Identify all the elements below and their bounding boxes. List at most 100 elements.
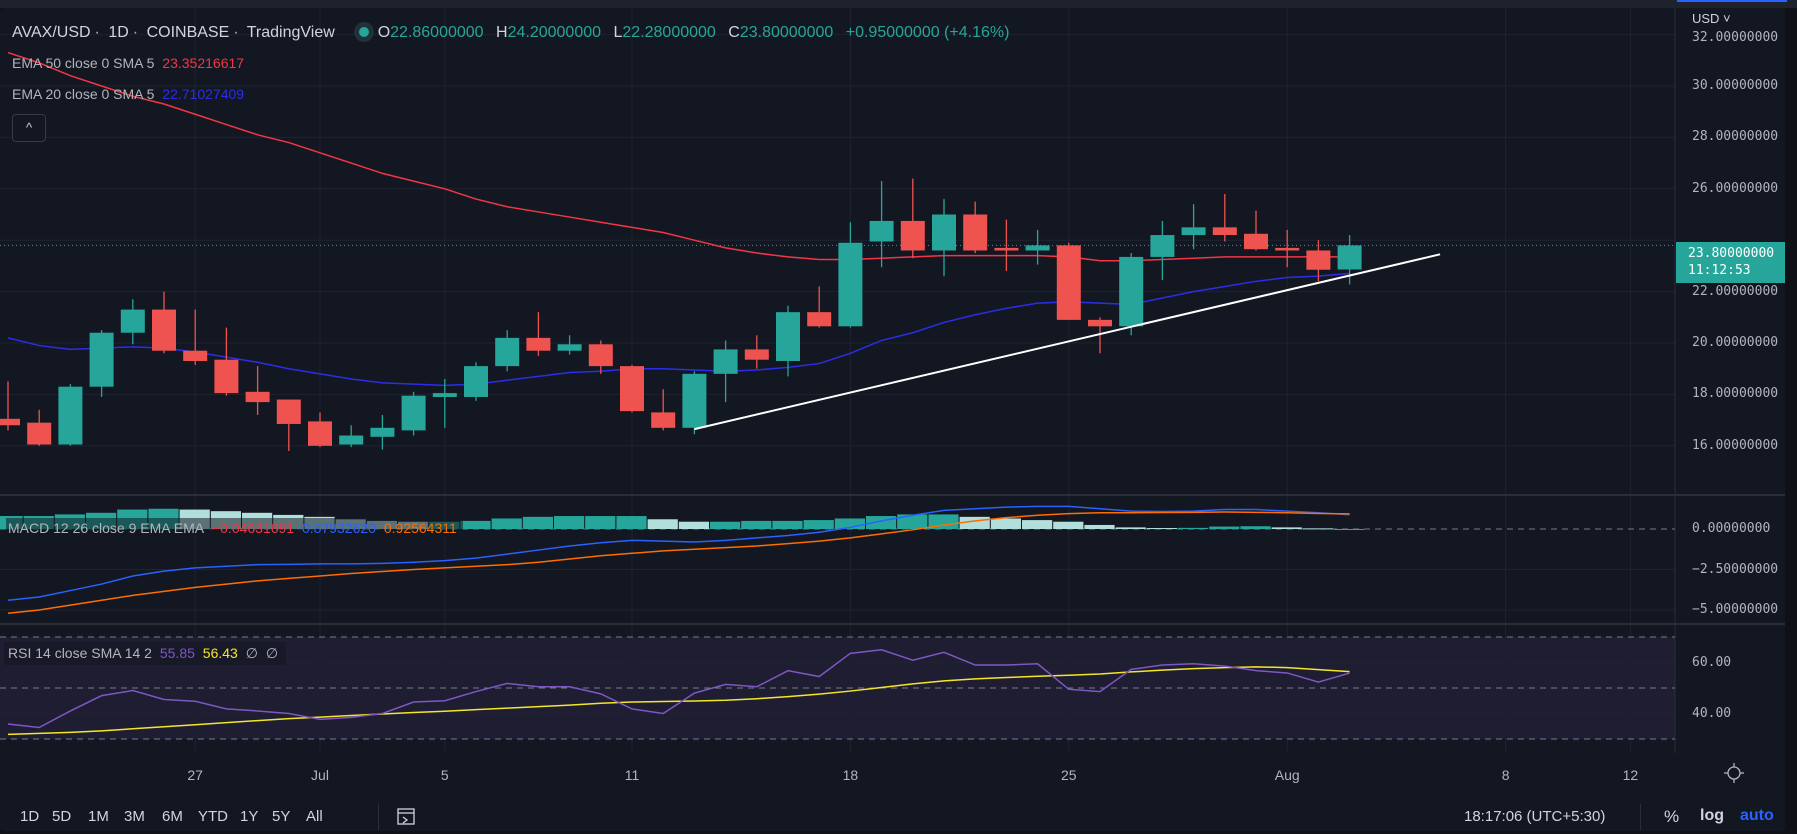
rsi-axis-label: 40.00 — [1692, 705, 1732, 721]
chart-canvas[interactable] — [0, 8, 1785, 831]
rsi-axis-label: 60.00 — [1692, 654, 1732, 670]
window-top-bar — [0, 0, 1797, 8]
rsi-line — [7, 648, 1350, 729]
timeframe-button-all[interactable]: All — [306, 808, 323, 825]
current-price: 23.80000000 — [1688, 246, 1775, 261]
timeframe-button-ytd[interactable]: YTD — [198, 808, 228, 825]
macd-histogram-bar — [460, 520, 491, 529]
candle-body — [620, 366, 644, 412]
candle-body — [58, 386, 83, 445]
candle-body — [183, 350, 208, 361]
high-label: H — [496, 24, 508, 41]
timeframe-button-1d[interactable]: 1D — [20, 808, 40, 825]
macd-legend[interactable]: MACD 12 26 close 9 EMA EMA −0.04631691 0… — [6, 518, 463, 538]
timeframe-button-3m[interactable]: 3M — [124, 808, 145, 825]
ema50-line — [7, 51, 1350, 262]
macd-histogram-bar — [990, 518, 1021, 529]
candle-body — [807, 312, 832, 327]
price-axis-label: 26.00000000 — [1692, 180, 1779, 196]
clock-timezone[interactable]: 18:17:06 (UTC+5:30) — [1464, 808, 1606, 825]
currency-selector[interactable]: USD ˅ — [1692, 11, 1731, 26]
macd-histogram-bar — [616, 516, 647, 529]
ema20-label: EMA 20 close 0 SMA 5 — [12, 86, 155, 102]
low-value: 22.28000000 — [622, 24, 716, 41]
candle-body — [1275, 247, 1300, 251]
candle-body — [276, 399, 301, 424]
macd-histogram-bar — [1146, 528, 1177, 530]
macd-histogram-bar — [1334, 529, 1365, 530]
candle-body — [682, 373, 707, 428]
macd-axis-label: −2.50000000 — [1692, 561, 1779, 577]
time-axis-label: Aug — [1274, 767, 1300, 783]
macd-signal-line — [7, 511, 1350, 614]
time-axis-label: 18 — [842, 767, 859, 783]
macd-histogram-bar — [1084, 524, 1115, 529]
collapse-legend-button[interactable]: ^ — [12, 114, 46, 142]
macd-histogram-bar — [928, 514, 959, 529]
candle-body — [339, 435, 364, 445]
open-value: 22.86000000 — [390, 24, 484, 41]
candle-body — [994, 247, 1019, 251]
candle-body — [651, 412, 676, 428]
separator: · — [94, 24, 100, 41]
price-axis-label: 30.00000000 — [1692, 78, 1779, 93]
macd-line — [7, 505, 1350, 602]
chart-settings-icon[interactable] — [1723, 762, 1745, 784]
log-scale-toggle[interactable]: log — [1700, 807, 1724, 824]
trendline — [694, 253, 1441, 431]
market-status-icon[interactable] — [359, 27, 370, 37]
macd-histogram-bar — [803, 520, 834, 529]
candle-body — [370, 427, 395, 437]
candle-body — [464, 366, 488, 397]
ema20-legend[interactable]: EMA 20 close 0 SMA 5 22.71027409 — [12, 86, 248, 102]
macd-histogram-bar — [1053, 521, 1084, 529]
candle-body — [152, 309, 176, 351]
macd-histogram-bar — [647, 519, 678, 529]
ema20-value: 22.71027409 — [162, 86, 245, 102]
candle-body — [900, 220, 925, 251]
ema50-legend[interactable]: EMA 50 close 0 SMA 5 23.35216617 — [12, 55, 248, 71]
chart-container[interactable]: AVAX/USD · 1D · COINBASE · TradingView O22.… — [0, 8, 1785, 831]
timeframe-button-1y[interactable]: 1Y — [240, 808, 259, 825]
candle-body — [1025, 245, 1050, 251]
time-axis-label: 8 — [1501, 767, 1510, 783]
timeframe-button-6m[interactable]: 6M — [162, 808, 183, 825]
timeframe-button-1m[interactable]: 1M — [88, 808, 109, 825]
separator: · — [132, 24, 139, 41]
rsi-extra-value: ∅ — [265, 645, 279, 661]
source: TradingView — [246, 24, 335, 41]
candle-body — [89, 332, 114, 387]
candle-body — [1181, 227, 1206, 236]
symbol-legend[interactable]: AVAX/USD · 1D · COINBASE · TradingView O22.… — [12, 24, 1017, 42]
chevron-up-icon: ^ — [25, 120, 33, 135]
percent-scale-toggle[interactable]: % — [1664, 807, 1680, 826]
close-value: 23.80000000 — [739, 24, 834, 41]
candle-body — [1088, 319, 1112, 327]
macd-histogram-bar — [1022, 520, 1053, 529]
macd-histogram-bar — [678, 521, 709, 529]
candle-body — [27, 422, 52, 445]
close-label: C — [728, 24, 740, 41]
candle-body — [1306, 250, 1331, 270]
candle-body — [963, 214, 988, 251]
timeframe-button-5y[interactable]: 5Y — [272, 808, 291, 825]
candle-body — [308, 421, 332, 446]
candle-body — [1150, 235, 1175, 257]
open-label: O — [377, 24, 391, 41]
macd-histogram-bar — [897, 514, 928, 529]
candle-body — [245, 391, 270, 403]
go-to-date-icon[interactable] — [396, 806, 416, 826]
separator: · — [233, 24, 239, 41]
macd-histogram-bar — [741, 520, 772, 529]
time-axis-label: 12 — [1622, 767, 1639, 783]
high-value: 24.20000000 — [507, 24, 602, 41]
timeframe-button-5d[interactable]: 5D — [52, 808, 72, 825]
auto-scale-toggle[interactable]: auto — [1740, 807, 1774, 824]
candle-body — [1337, 245, 1362, 270]
ema50-label: EMA 50 close 0 SMA 5 — [12, 55, 155, 71]
candle-body — [557, 344, 582, 351]
low-label: L — [613, 24, 623, 41]
macd-histogram-bar — [522, 516, 553, 529]
rsi-legend[interactable]: RSI 14 close SMA 14 2 55.85 56.43 ∅ ∅ — [4, 642, 287, 665]
macd-axis-label: 0.00000000 — [1692, 521, 1771, 536]
